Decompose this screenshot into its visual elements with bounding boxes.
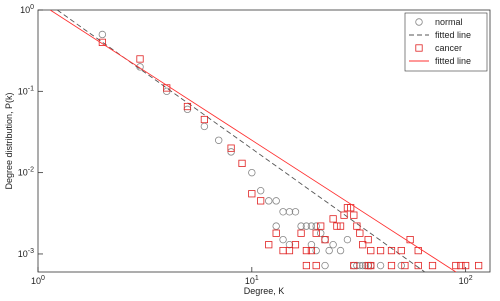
legend-label: fitted line xyxy=(435,30,471,40)
square-marker xyxy=(414,261,422,270)
square-marker xyxy=(333,222,341,230)
square-marker xyxy=(238,159,246,167)
circle-marker xyxy=(358,261,367,270)
x-tick-label: 100 xyxy=(31,275,45,286)
square-marker xyxy=(452,261,460,270)
square-marker xyxy=(257,197,265,205)
circle-marker xyxy=(329,240,337,249)
circle-marker xyxy=(98,30,107,39)
circle-marker xyxy=(248,168,256,177)
circle-marker xyxy=(307,222,316,230)
x-tick-label: 102 xyxy=(459,275,473,286)
square-marker xyxy=(98,38,106,46)
square-marker xyxy=(248,190,256,198)
circle-marker xyxy=(302,222,311,230)
square-marker xyxy=(312,261,320,270)
legend-label: normal xyxy=(435,17,463,27)
legend-label: fitted line xyxy=(435,56,471,66)
y-axis-label: Degree distribution, P(k) xyxy=(4,92,14,189)
square-marker xyxy=(428,261,437,270)
square-marker xyxy=(401,261,409,270)
square-marker xyxy=(317,222,325,230)
square-marker xyxy=(272,229,280,237)
circle-marker xyxy=(312,246,320,255)
square-marker xyxy=(350,261,358,270)
square-marker xyxy=(302,246,311,255)
circle-marker xyxy=(415,18,423,26)
square-marker xyxy=(291,241,300,249)
circle-marker xyxy=(200,122,209,131)
legend: normal fitted line cancer fitted line xyxy=(404,12,488,72)
square-marker xyxy=(387,246,396,255)
legend-label: cancer xyxy=(435,43,462,53)
square-marker xyxy=(457,261,465,270)
circle-marker xyxy=(325,246,333,255)
fitted-line xyxy=(49,10,457,272)
square-marker xyxy=(297,229,305,237)
square-marker xyxy=(353,222,361,230)
square-marker xyxy=(397,246,405,255)
square-marker xyxy=(367,246,375,255)
square-marker xyxy=(302,261,311,270)
circle-marker xyxy=(397,261,405,270)
square-marker xyxy=(183,102,192,111)
square-marker xyxy=(321,236,329,244)
square-marker xyxy=(415,44,423,52)
square-marker xyxy=(265,241,273,249)
circle-marker xyxy=(336,246,345,255)
square-marker xyxy=(227,144,235,152)
circle-marker xyxy=(265,197,273,205)
square-marker xyxy=(462,261,470,270)
circle-marker xyxy=(356,261,364,270)
square-marker xyxy=(307,246,316,255)
square-marker xyxy=(336,222,345,230)
square-marker xyxy=(364,236,372,244)
circle-marker xyxy=(321,261,329,270)
circle-marker xyxy=(317,229,325,237)
y-tick-label: 10-1 xyxy=(18,85,34,96)
square-marker xyxy=(475,261,483,270)
circle-marker xyxy=(214,136,223,144)
square-marker xyxy=(285,246,294,255)
x-axis-label: Degree, K xyxy=(244,286,285,296)
square-marker xyxy=(200,115,208,124)
circle-marker xyxy=(285,240,294,249)
circle-marker xyxy=(291,208,300,216)
circle-marker xyxy=(272,222,280,230)
square-marker xyxy=(356,229,364,237)
circle-marker xyxy=(256,186,265,195)
circle-marker xyxy=(279,235,287,244)
circle-marker xyxy=(297,222,305,230)
x-tick-label: 101 xyxy=(245,275,259,286)
square-marker xyxy=(329,215,337,223)
circle-marker xyxy=(285,208,294,216)
circle-marker xyxy=(227,148,235,156)
square-marker xyxy=(359,241,367,249)
y-tick-label: 10-3 xyxy=(18,248,34,259)
square-marker xyxy=(387,261,396,270)
circle-marker xyxy=(272,197,280,205)
circle-marker xyxy=(312,222,320,230)
y-tick-label: 100 xyxy=(20,4,34,15)
plot-area xyxy=(49,10,483,272)
y-tick-label: 10-2 xyxy=(18,167,34,178)
circle-marker xyxy=(307,240,316,249)
square-marker xyxy=(350,211,358,219)
square-marker xyxy=(312,229,320,237)
circle-marker xyxy=(343,235,352,244)
square-marker xyxy=(376,246,385,255)
square-marker xyxy=(340,211,348,219)
square-marker xyxy=(367,261,375,270)
circle-marker xyxy=(376,261,385,270)
square-marker xyxy=(136,55,144,63)
